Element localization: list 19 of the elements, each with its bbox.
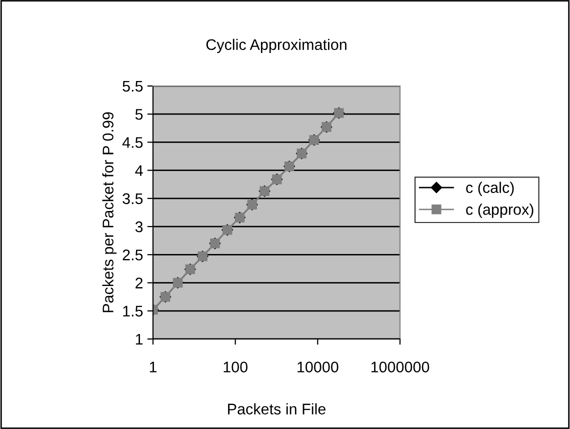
y-tick-label: 2 <box>136 278 143 288</box>
y-tick-label: 4.5 <box>122 137 143 148</box>
legend-label: c (approx) <box>466 204 534 218</box>
y-tick-label: 3 <box>135 221 143 232</box>
y-tick-label: 5.5 <box>122 81 143 92</box>
x-tick-label: 1 <box>150 362 157 372</box>
y-tick-label: 4 <box>135 165 143 176</box>
legend-label: c (calc) <box>466 182 514 196</box>
y-axis-title: Packets per Packet for P 0.99 <box>102 112 116 312</box>
x-tick-label: 100 <box>224 362 248 372</box>
y-tick-label: 1.5 <box>123 306 143 317</box>
y-tick-label: 3.5 <box>122 193 143 204</box>
x-tick-label: 1000000 <box>371 362 430 372</box>
x-tick-label: 10000 <box>298 362 338 372</box>
y-tick-label: 1 <box>136 334 143 345</box>
chart-title: Cyclic Approximation <box>206 38 346 54</box>
y-tick-label: 5 <box>135 109 143 120</box>
x-axis-title: Packets in File <box>228 403 326 414</box>
y-tick-label: 2.5 <box>122 250 143 260</box>
